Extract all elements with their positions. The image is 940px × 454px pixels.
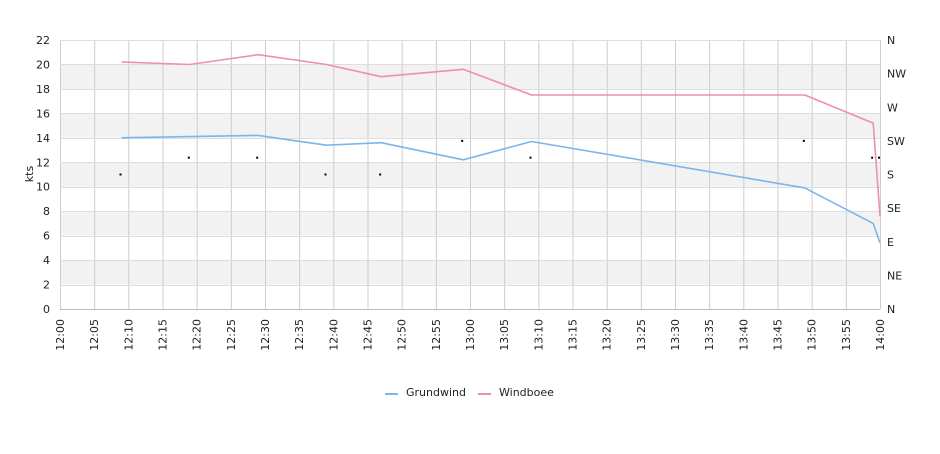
x-tick-label: 12:30 [259,319,272,351]
x-tick-label: 13:30 [669,319,682,351]
x-tick-label: 12:25 [225,319,238,351]
series-line-grundwind [121,134,881,244]
y-tick-label: 16 [36,107,50,120]
legend-item-grundwind: Grundwind [385,386,466,399]
x-tick-label: 13:35 [703,319,716,351]
direction-marker [324,173,327,176]
direction-marker [379,173,382,176]
direction-axis-label: W [887,101,898,114]
x-tick-label: 12:20 [191,319,204,351]
x-tick-label: 13:45 [772,319,785,351]
series-line-windboee [121,53,881,217]
y-tick-label: 20 [36,58,50,71]
x-tick-label: 13:50 [806,319,819,351]
direction-marker [802,139,805,142]
x-tick-label: 14:00 [874,319,887,351]
x-tick-label: 13:15 [567,319,580,351]
y-tick-label: 4 [43,254,50,267]
y-tick-label: 0 [43,303,50,316]
x-tick-label: 12:10 [122,319,135,351]
x-tick-label: 13:05 [498,319,511,351]
x-tick-label: 13:20 [601,319,614,351]
y-tick-label: 14 [36,132,50,145]
legend-label: Grundwind [406,386,466,399]
direction-axis-label: SW [887,135,905,148]
x-tick-label: 12:50 [396,319,409,351]
direction-axis-label: S [887,169,894,182]
x-tick-label: 12:00 [54,319,67,351]
x-tick-label: 13:55 [840,319,853,351]
direction-axis-label: N [887,34,895,47]
y-tick-label: 8 [43,205,50,218]
y-axis-label: kts [23,166,36,183]
direction-marker [529,156,532,159]
direction-axis-label: SE [887,202,901,215]
direction-marker [256,156,259,159]
x-tick-label: 12:35 [293,319,306,351]
x-tick-label: 12:15 [157,319,170,351]
legend-item-windboee: Windboee [478,386,554,399]
x-tick-label: 12:55 [430,319,443,351]
x-tick-label: 13:40 [737,319,750,351]
x-tick-label: 13:10 [532,319,545,351]
x-tick-label: 12:05 [88,319,101,351]
direction-marker [871,156,874,159]
direction-axis-label: NW [887,68,906,81]
legend-label: Windboee [499,386,554,399]
legend: Grundwind Windboee [385,386,554,399]
x-tick-label: 13:00 [464,319,477,351]
y-tick-label: 2 [43,279,50,292]
y-tick-label: 6 [43,230,50,243]
direction-axis-label: NE [887,269,902,282]
direction-axis-label: N [887,303,895,316]
direction-marker [878,156,880,159]
x-tick-label: 12:40 [327,319,340,351]
direction-marker [119,173,122,176]
direction-marker [461,139,464,142]
direction-axis-label: E [887,236,894,249]
x-tick-label: 13:25 [635,319,648,351]
direction-marker [187,156,190,159]
y-tick-label: 12 [36,156,50,169]
y-tick-label: 10 [36,181,50,194]
y-tick-label: 18 [36,83,50,96]
x-tick-label: 12:45 [362,319,375,351]
y-tick-label: 22 [36,34,50,47]
